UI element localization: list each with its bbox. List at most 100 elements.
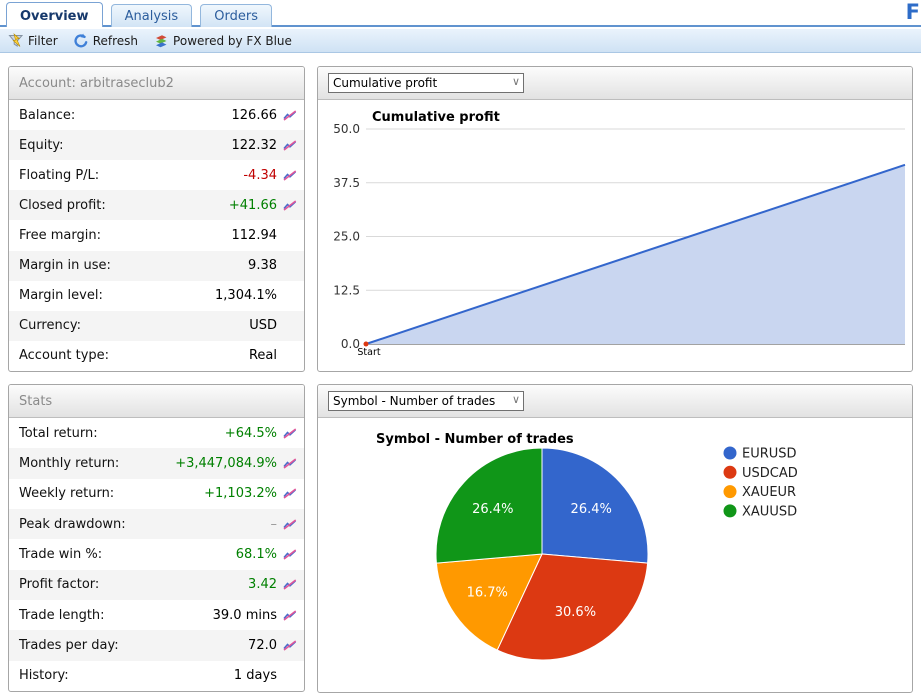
icon-spacer bbox=[283, 320, 298, 332]
row-label: Trade win %: bbox=[19, 546, 103, 562]
cumulative-profit-chart: 0.0 12.5 25.0 37.5 50.0 Start Cumulative profi… bbox=[333, 110, 906, 358]
row-value: 1 days bbox=[233, 668, 277, 684]
legend-label: EURUSD bbox=[742, 447, 797, 462]
row-value: 72.0 bbox=[248, 637, 277, 653]
row-label: Balance: bbox=[19, 107, 76, 123]
legend-item: XAUEUR bbox=[723, 485, 796, 500]
table-row: Equity: 122.32 bbox=[9, 130, 304, 161]
table-row: Trade length: 39.0 mins bbox=[9, 600, 304, 630]
svg-text:26.4%: 26.4% bbox=[571, 502, 612, 517]
row-value: 9.38 bbox=[248, 258, 277, 274]
row-label: Trades per day: bbox=[19, 637, 119, 653]
tab-overview-label: Overview bbox=[20, 9, 89, 24]
row-label: Weekly return: bbox=[19, 486, 115, 502]
toolbar: Filter Refresh Powered by FX Blue bbox=[0, 29, 921, 53]
chart-icon[interactable] bbox=[283, 427, 298, 439]
chart-icon[interactable] bbox=[283, 169, 298, 181]
chart-icon[interactable] bbox=[283, 548, 298, 560]
stats-panel-header: Stats bbox=[9, 385, 304, 418]
svg-text:25.0: 25.0 bbox=[333, 230, 360, 244]
svg-text:50.0: 50.0 bbox=[333, 122, 360, 136]
table-row: Free margin: 112.94 bbox=[9, 220, 304, 250]
svg-text:37.5: 37.5 bbox=[333, 176, 360, 190]
row-label: Account type: bbox=[19, 348, 110, 364]
legend-label: XAUEUR bbox=[742, 485, 796, 500]
profit-panel-header: Cumulative profit ∨ bbox=[318, 67, 912, 100]
svg-text:Start: Start bbox=[357, 347, 380, 358]
chart-icon[interactable] bbox=[283, 579, 298, 591]
powered-by-fx-blue-link[interactable]: Powered by FX Blue bbox=[153, 33, 292, 49]
row-value: +1,103.2% bbox=[204, 486, 277, 502]
account-rows: Balance: 126.66 Equity: 122.32 Floating P/L:… bbox=[9, 100, 304, 371]
cumulative-profit-panel: Cumulative profit ∨ 0.0 12.5 25.0 37.5 50.0 S… bbox=[317, 66, 913, 372]
symbol-pie-chart-area: Symbol - Number of trades 26.4% 30.6% 16.7%… bbox=[318, 418, 912, 692]
legend-label: USDCAD bbox=[742, 466, 798, 481]
row-label: Closed profit: bbox=[19, 197, 106, 213]
legend-item: USDCAD bbox=[723, 465, 798, 481]
table-row: Balance: 126.66 bbox=[9, 100, 304, 130]
chart-icon[interactable] bbox=[283, 109, 298, 121]
row-label: Margin level: bbox=[19, 288, 103, 304]
cumulative-profit-chart-area: 0.0 12.5 25.0 37.5 50.0 Start Cumulative profi… bbox=[318, 100, 912, 371]
row-label: Free margin: bbox=[19, 227, 101, 243]
legend-marker bbox=[723, 504, 737, 518]
row-value: 122.32 bbox=[231, 137, 278, 153]
chart-icon[interactable] bbox=[283, 457, 298, 469]
row-value: Real bbox=[248, 348, 277, 364]
table-row: Trades per day: 72.0 bbox=[9, 630, 304, 661]
row-value: -4.34 bbox=[243, 167, 277, 183]
row-label: Trade length: bbox=[19, 607, 105, 623]
chart-icon[interactable] bbox=[283, 488, 298, 500]
tab-bar: Overview Analysis Orders F bbox=[0, 0, 921, 27]
icon-spacer bbox=[283, 670, 298, 682]
row-label: Peak drawdown: bbox=[19, 516, 126, 532]
filter-button[interactable]: Filter bbox=[8, 32, 58, 49]
symbol-chart-type-select[interactable]: Symbol - Number of trades bbox=[328, 391, 524, 411]
profit-chart-type-select[interactable]: Cumulative profit bbox=[328, 73, 524, 93]
table-row: Margin in use: 9.38 bbox=[9, 250, 304, 281]
row-value: +3,447,084.9% bbox=[175, 455, 277, 471]
tab-analysis[interactable]: Analysis bbox=[110, 4, 193, 27]
filter-icon bbox=[8, 32, 24, 49]
svg-text:Symbol - Number of trades: Symbol - Number of trades bbox=[376, 432, 574, 447]
stats-rows: Total return: +64.5% Monthly return: +3,447… bbox=[9, 418, 304, 691]
filter-label: Filter bbox=[28, 33, 58, 48]
refresh-icon bbox=[73, 33, 89, 49]
row-value: 3.42 bbox=[248, 577, 277, 593]
row-value: 126.66 bbox=[231, 107, 278, 123]
row-label: History: bbox=[19, 668, 69, 684]
chart-icon[interactable] bbox=[283, 518, 298, 530]
row-value: +41.66 bbox=[228, 197, 277, 213]
chart-icon[interactable] bbox=[283, 639, 298, 651]
tab-overview[interactable]: Overview bbox=[6, 2, 103, 27]
legend-item: EURUSD bbox=[723, 446, 797, 462]
row-label: Equity: bbox=[19, 137, 64, 153]
table-row: Closed profit: +41.66 bbox=[9, 190, 304, 221]
refresh-button[interactable]: Refresh bbox=[73, 33, 138, 49]
legend-marker bbox=[723, 485, 737, 499]
table-row: Monthly return: +3,447,084.9% bbox=[9, 448, 304, 479]
symbol-pie-chart: Symbol - Number of trades 26.4% 30.6% 16.7%… bbox=[376, 432, 798, 661]
tab-orders[interactable]: Orders bbox=[200, 4, 272, 27]
powered-by-label: Powered by FX Blue bbox=[173, 33, 292, 48]
table-row: Profit factor: 3.42 bbox=[9, 569, 304, 600]
svg-text:12.5: 12.5 bbox=[333, 283, 360, 297]
chart-icon[interactable] bbox=[283, 139, 298, 151]
fx-blue-layers-icon bbox=[153, 33, 169, 49]
table-row: Peak drawdown: – bbox=[9, 508, 304, 540]
tab-analysis-label: Analysis bbox=[124, 9, 179, 24]
icon-spacer bbox=[283, 350, 298, 362]
table-row: Margin level: 1,304.1% bbox=[9, 281, 304, 311]
table-row: History: 1 days bbox=[9, 661, 304, 691]
row-label: Total return: bbox=[19, 425, 98, 441]
chart-icon[interactable] bbox=[283, 199, 298, 211]
row-value: – bbox=[270, 516, 278, 532]
icon-spacer bbox=[283, 229, 298, 241]
row-label: Currency: bbox=[19, 318, 82, 334]
symbol-panel-header: Symbol - Number of trades ∨ bbox=[318, 385, 912, 418]
row-value: 112.94 bbox=[231, 227, 278, 243]
legend-marker bbox=[723, 465, 737, 479]
chart-icon[interactable] bbox=[283, 609, 298, 621]
row-label: Floating P/L: bbox=[19, 167, 100, 183]
